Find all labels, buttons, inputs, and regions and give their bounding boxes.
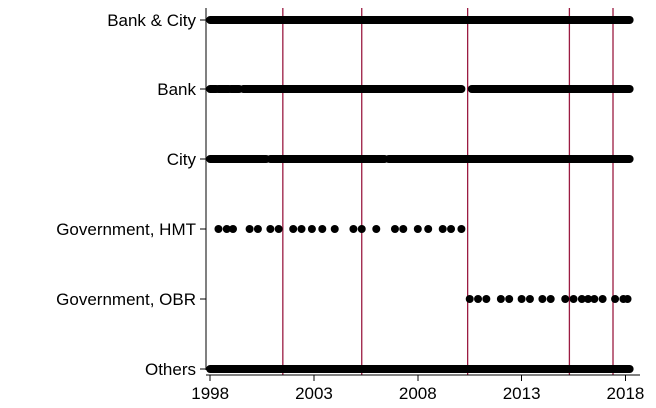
data-point [222, 225, 231, 233]
y-tick-label: Bank & City [107, 11, 196, 30]
y-tick-label: Government, OBR [56, 290, 196, 309]
data-point [496, 295, 505, 303]
y-axis-ticks: Bank & City Bank City Government, HMT Govern… [56, 11, 206, 379]
vertical-lines [282, 8, 614, 375]
x-tick-label: 1998 [191, 384, 229, 403]
y-tick-label: Bank [157, 80, 196, 99]
data-point [274, 225, 283, 233]
x-tick-label: 2013 [503, 384, 541, 403]
data-point [228, 225, 237, 233]
data-point [590, 295, 599, 303]
data-point [245, 225, 254, 233]
data-point [561, 295, 570, 303]
data-point [546, 295, 555, 303]
data-point [330, 225, 339, 233]
data-point [253, 225, 262, 233]
series-government-hmt [214, 225, 466, 233]
data-point [266, 225, 275, 233]
data-point [318, 225, 327, 233]
data-point [289, 225, 298, 233]
y-tick-label: Others [145, 360, 196, 379]
x-tick-label: 2018 [607, 384, 645, 403]
data-point [438, 225, 447, 233]
data-point [297, 225, 306, 233]
data-point [525, 295, 534, 303]
data-point [505, 295, 514, 303]
data-point [349, 225, 358, 233]
y-tick-label: Government, HMT [56, 220, 196, 239]
data-point [577, 295, 586, 303]
data-point [465, 295, 474, 303]
data-point [517, 295, 526, 303]
data-point [538, 295, 547, 303]
data-point [390, 225, 399, 233]
data-point [424, 225, 433, 233]
x-axis-ticks: 1998 2003 2008 2013 2018 [191, 375, 644, 403]
data-point [447, 225, 456, 233]
data-point [623, 295, 632, 303]
data-point [214, 225, 223, 233]
data-point [482, 295, 491, 303]
data-point [357, 225, 366, 233]
x-tick-label: 2008 [399, 384, 437, 403]
data-point [413, 225, 422, 233]
data-point [569, 295, 578, 303]
series-government-obr [465, 295, 632, 303]
data-point [598, 295, 607, 303]
data-point [457, 225, 466, 233]
data-point [584, 295, 593, 303]
y-tick-label: City [167, 150, 197, 169]
data-point [474, 295, 483, 303]
data-point [307, 225, 316, 233]
data-points [206, 16, 634, 373]
data-point [611, 295, 620, 303]
data-point [399, 225, 408, 233]
data-point [372, 225, 381, 233]
x-tick-label: 2003 [295, 384, 333, 403]
